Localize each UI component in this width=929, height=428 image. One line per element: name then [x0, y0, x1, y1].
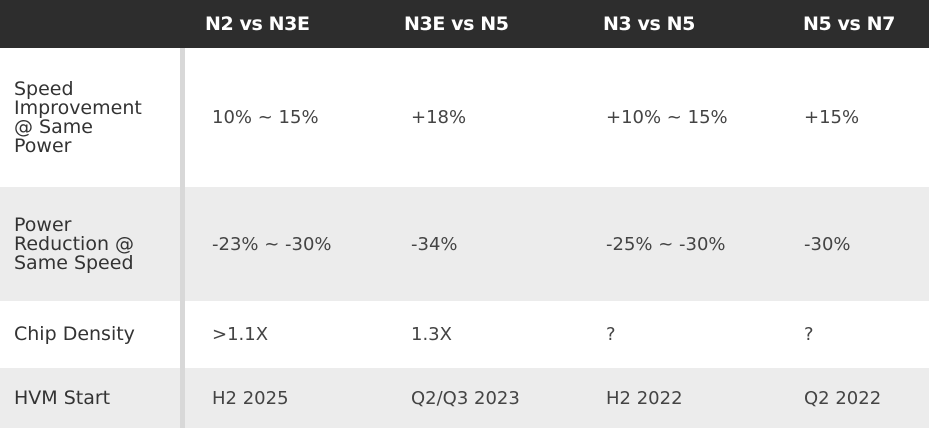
row-label: Chip Density [14, 323, 135, 345]
row-label: Power Reduction @ Same Speed [14, 213, 135, 274]
column-header-n5-vs-n7: N5 vs N7 [803, 13, 895, 35]
row-label: Speed Improvement @ Same Power [14, 77, 142, 157]
table-cell: Q2 2022 [804, 387, 882, 409]
column-header-n3e-vs-n5: N3E vs N5 [404, 13, 509, 35]
table-cell: Q2/Q3 2023 [411, 387, 520, 409]
row-label: HVM Start [14, 386, 111, 409]
table-cell: 1.3X [411, 324, 452, 345]
table-cell: +18% [411, 107, 467, 128]
table-cell: -34% [411, 233, 458, 255]
table-cell: -30% [804, 233, 851, 255]
table-row-hvm-start: HVM Start H2 2025 Q2/Q3 2023 H2 2022 Q2 … [0, 368, 929, 428]
table-cell: >1.1X [212, 324, 269, 345]
table-row-power-reduction: Power Reduction @ Same Speed -23% ~ -30%… [0, 187, 929, 301]
column-header-n3-vs-n5: N3 vs N5 [603, 13, 695, 35]
table-cell: -25% ~ -30% [606, 233, 726, 255]
column-header-n2-vs-n3e: N2 vs N3E [205, 13, 310, 35]
table-header: N2 vs N3E N3E vs N5 N3 vs N5 N5 vs N7 [0, 0, 929, 48]
table-cell: +10% ~ 15% [606, 107, 728, 128]
table-cell: H2 2025 [212, 387, 289, 409]
table-cell: 10% ~ 15% [212, 107, 319, 128]
table-row-chip-density: Chip Density >1.1X 1.3X ? ? [0, 301, 929, 368]
table-cell: -23% ~ -30% [212, 233, 332, 255]
table-cell: ? [804, 324, 814, 345]
table-row-speed-improvement: Speed Improvement @ Same Power 10% ~ 15%… [0, 48, 929, 187]
table-cell: ? [606, 324, 616, 345]
table-cell: H2 2022 [606, 387, 683, 409]
table-cell: +15% [804, 107, 860, 128]
column-divider [180, 48, 185, 428]
